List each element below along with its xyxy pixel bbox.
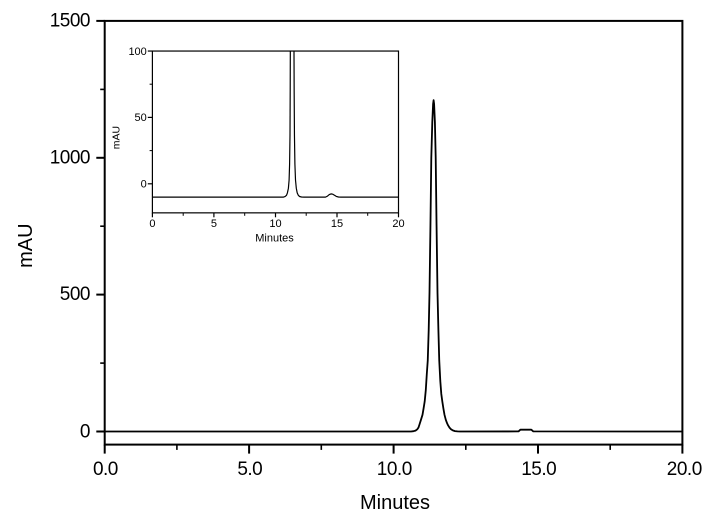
svg-text:0: 0 [149,218,155,230]
svg-text:mAU: mAU [110,126,122,149]
svg-text:10.0: 10.0 [377,459,412,480]
svg-text:15: 15 [331,218,343,230]
svg-text:0: 0 [80,422,90,443]
svg-text:1000: 1000 [50,147,90,168]
svg-text:Minutes: Minutes [255,233,294,245]
svg-text:20.0: 20.0 [667,459,702,480]
svg-text:500: 500 [60,284,90,305]
svg-text:1500: 1500 [50,11,90,32]
svg-text:50: 50 [135,112,147,124]
svg-text:100: 100 [128,46,146,58]
svg-text:0.0: 0.0 [93,459,118,480]
svg-text:5.0: 5.0 [237,459,262,480]
svg-text:Minutes: Minutes [360,492,430,514]
svg-text:mAU: mAU [15,223,37,267]
svg-text:5: 5 [211,218,217,230]
svg-text:10: 10 [269,218,281,230]
svg-text:0: 0 [141,179,147,191]
svg-text:15.0: 15.0 [521,459,556,480]
svg-text:20: 20 [392,218,404,230]
